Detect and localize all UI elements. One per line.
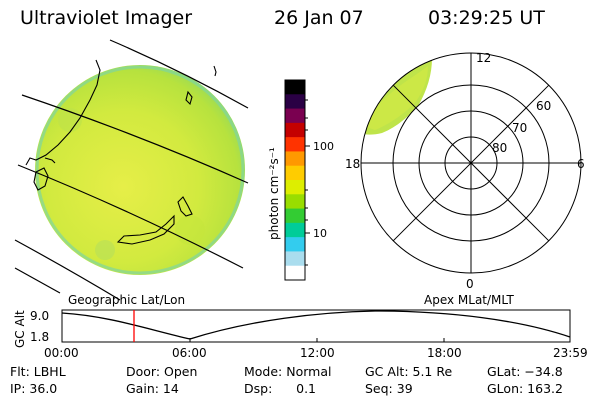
- image-time: 03:29:25 UT: [428, 7, 545, 29]
- colorbar-segment: [285, 265, 305, 281]
- time-label-0000: 00:00: [44, 346, 79, 360]
- colorbar-segment: [285, 180, 305, 195]
- australia-coast: [25, 59, 101, 166]
- image-date: 26 Jan 07: [274, 7, 364, 29]
- time-label-1200: 12:00: [300, 346, 335, 360]
- time-label-2359: 23:59: [553, 346, 588, 360]
- gc-alt-info: GC Alt: 5.1 Re: [365, 364, 453, 379]
- door-info: Door: Open: [126, 364, 198, 379]
- instrument-title: Ultraviolet Imager: [20, 7, 193, 29]
- colorbar-tick-10: 10: [313, 227, 327, 240]
- colorbar-segment: [285, 194, 305, 210]
- mlt-label-18: 18: [345, 157, 360, 171]
- altitude-min-label: 1.8: [30, 330, 49, 344]
- mlt-label-0: 0: [466, 277, 474, 291]
- colorbar-tick-100: 100: [313, 140, 334, 153]
- mlat-label-70: 70: [512, 121, 527, 135]
- altitude-timeline: GC Alt 9.0 1.8: [13, 309, 571, 348]
- altitude-max-label: 9.0: [30, 309, 49, 323]
- intensity-colorbar: 100 10 photon cm⁻²s⁻¹: [267, 79, 334, 281]
- dsp-info: Dsp: 0.1: [244, 381, 317, 396]
- colorbar-segment: [285, 165, 305, 181]
- colorbar-segment: [285, 251, 305, 267]
- colorbar-segment: [285, 222, 305, 238]
- new-zealand-north: [177, 196, 193, 217]
- colorbar-segment: [285, 208, 305, 224]
- glat-info: GLat: −34.8: [487, 364, 563, 379]
- glon-info: GLon: 163.2: [487, 381, 563, 396]
- seq-info: Seq: 39: [365, 381, 413, 396]
- colorbar-segment: [285, 80, 305, 95]
- time-label-0600: 06:00: [172, 346, 207, 360]
- geographic-caption: Geographic Lat/Lon: [68, 293, 186, 307]
- magnetic-polar-plot: 12 18 6 0 60 70 80: [345, 51, 585, 291]
- coastlines: [25, 59, 217, 245]
- mlat-label-60: 60: [536, 99, 551, 113]
- mode-info: Mode: Normal: [244, 364, 332, 379]
- altitude-curve: [61, 310, 571, 340]
- colorbar-segment: [285, 94, 305, 110]
- colorbar-segment: [285, 122, 305, 138]
- mlat-label-80: 80: [492, 141, 507, 155]
- altitude-axis-label: GC Alt: [13, 310, 27, 348]
- colorbar-segment: [285, 151, 305, 167]
- time-label-1800: 18:00: [427, 346, 462, 360]
- colorbar-unit-label: photon cm⁻²s⁻¹: [267, 147, 281, 240]
- colorbar-segment: [285, 108, 305, 124]
- gain-info: Gain: 14: [126, 381, 179, 396]
- new-zealand-south: [116, 214, 175, 245]
- tasmania-coast: [33, 167, 49, 191]
- latitude-grid-lines: [14, 39, 249, 301]
- ip-info: IP: 36.0: [10, 381, 58, 396]
- mlt-label-6: 6: [577, 157, 585, 171]
- colorbar-segment: [285, 237, 305, 252]
- colorbar-segment: [285, 137, 305, 152]
- polar-caption: Apex MLat/MLT: [424, 293, 514, 307]
- filter-info: Flt: LBHL: [10, 364, 66, 379]
- mlt-label-12: 12: [476, 51, 491, 65]
- geographic-map: [14, 39, 249, 301]
